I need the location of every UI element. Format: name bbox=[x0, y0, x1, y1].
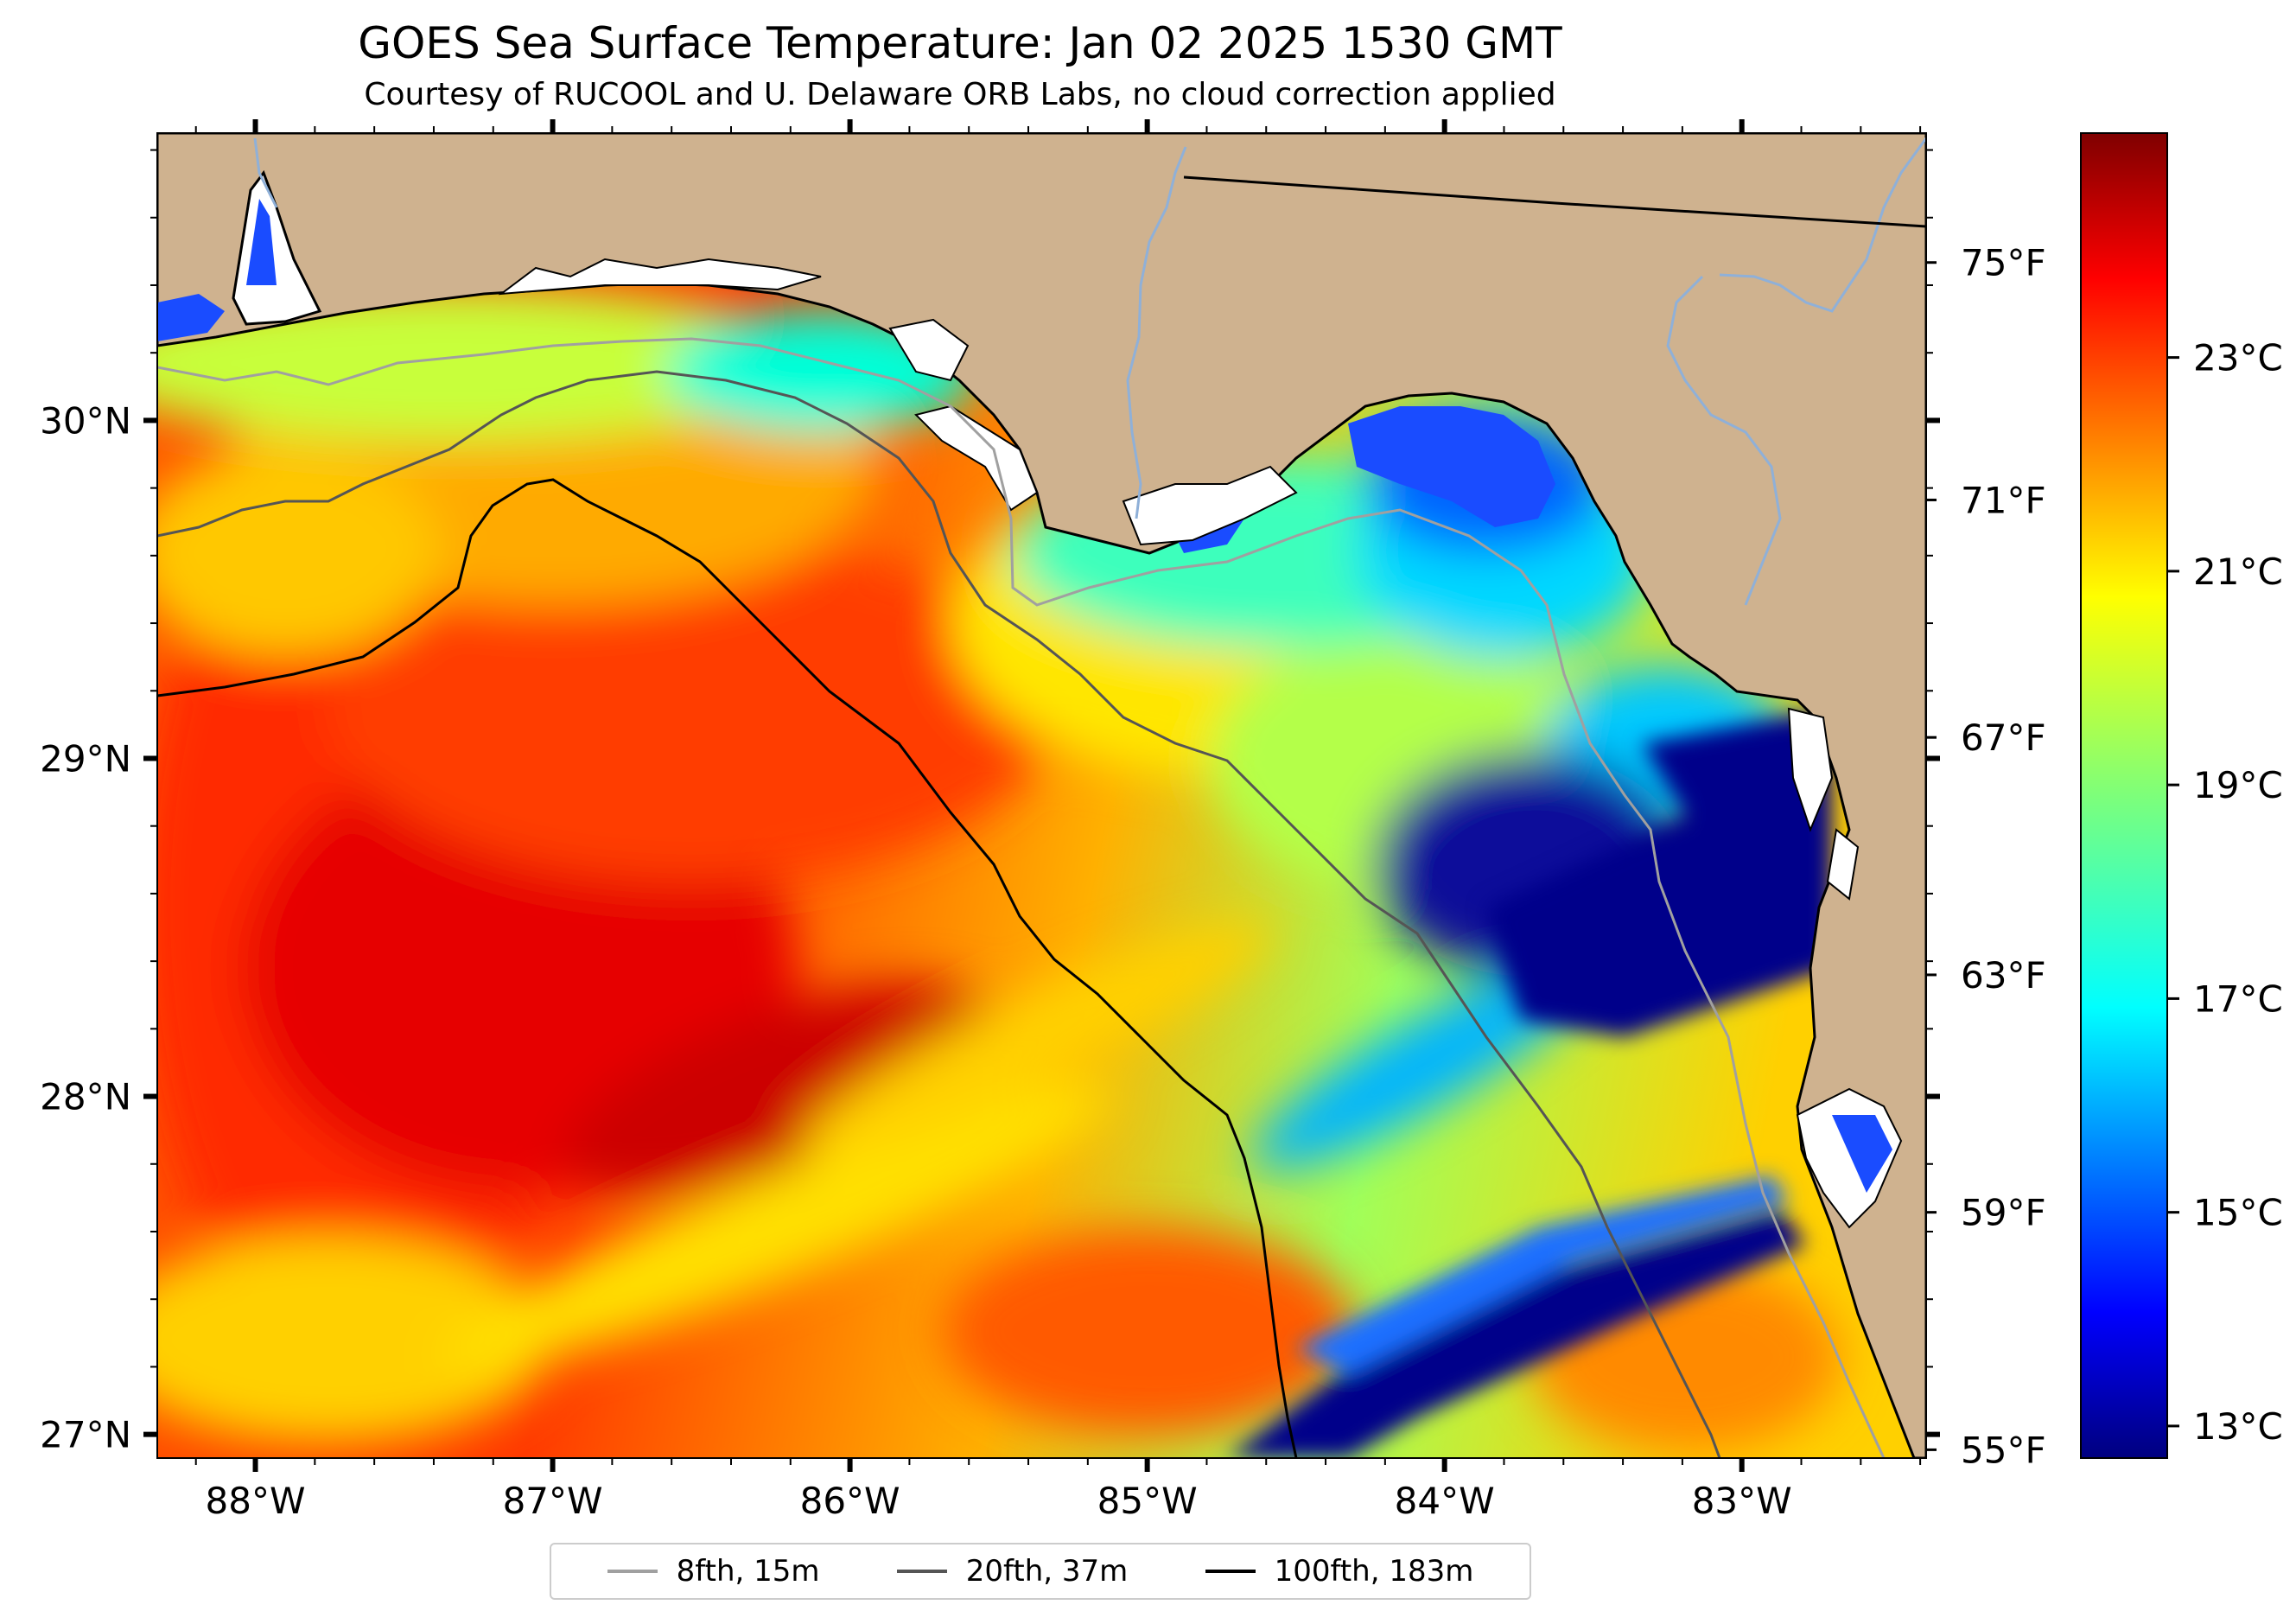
legend-label-20fth: 20fth, 37m bbox=[965, 1554, 1129, 1589]
fahrenheit-axis: 75°F 71°F 67°F 63°F 59°F 55°F bbox=[1926, 242, 2046, 1471]
fahrenheit-tick-label: 63°F bbox=[1961, 954, 2046, 997]
legend-item-100fth: 100fth, 183m bbox=[1205, 1554, 1474, 1589]
isobath-8fth bbox=[157, 337, 1886, 1458]
fahrenheit-tick-label: 59°F bbox=[1961, 1192, 2046, 1234]
fahrenheit-tick-label: 71°F bbox=[1961, 479, 2046, 521]
isobath-100fth bbox=[157, 478, 1298, 1458]
fahrenheit-tick-label: 75°F bbox=[1961, 242, 2046, 284]
legend-label-8fth: 8fth, 15m bbox=[676, 1554, 820, 1589]
minor-ticks bbox=[150, 126, 1933, 1465]
colorbar-tick-label: 17°C bbox=[2193, 978, 2283, 1020]
legend-swatch-100fth bbox=[1205, 1570, 1256, 1573]
legend-item-8fth: 8fth, 15m bbox=[607, 1554, 820, 1589]
legend-swatch-20fth bbox=[896, 1570, 947, 1573]
colorbar-tick-label: 19°C bbox=[2193, 764, 2283, 806]
map-area[interactable] bbox=[86, 133, 1926, 1458]
lon-tick-label: 86°W bbox=[800, 1480, 900, 1522]
colorbar-tick-label: 15°C bbox=[2193, 1192, 2283, 1234]
lat-tick-label: 30°N bbox=[40, 399, 131, 442]
sst-cold-bands bbox=[1227, 709, 1832, 1458]
legend-swatch-8fth bbox=[607, 1570, 658, 1573]
lon-tick-label: 87°W bbox=[503, 1480, 603, 1522]
fahrenheit-tick-label: 67°F bbox=[1961, 716, 2046, 759]
colorbar-tick-label: 13°C bbox=[2193, 1405, 2283, 1448]
colorbar bbox=[2080, 132, 2168, 1459]
lon-tick-label: 84°W bbox=[1395, 1480, 1495, 1522]
map-frame bbox=[156, 132, 1927, 1459]
sst-field bbox=[157, 285, 1841, 1452]
fahrenheit-tick-label: 55°F bbox=[1961, 1429, 2046, 1471]
colorbar-axis: 23°C 21°C 19°C 17°C 15°C 13°C bbox=[2167, 337, 2283, 1448]
chart-title: GOES Sea Surface Temperature: Jan 02 202… bbox=[358, 18, 1562, 68]
chart-subtitle: Courtesy of RUCOOL and U. Delaware ORB L… bbox=[364, 77, 1556, 112]
lon-tick-label: 88°W bbox=[206, 1480, 306, 1522]
longitude-axis: 88°W 87°W 86°W 85°W 84°W 83°W bbox=[206, 119, 1792, 1522]
lon-tick-label: 85°W bbox=[1097, 1480, 1198, 1522]
isobath-20fth bbox=[157, 370, 1721, 1458]
colorbar-tick-label: 21°C bbox=[2193, 551, 2283, 593]
lat-tick-label: 29°N bbox=[40, 737, 131, 780]
rivers bbox=[253, 137, 1926, 606]
lat-tick-label: 27°N bbox=[40, 1414, 131, 1456]
colorbar-tick-label: 23°C bbox=[2193, 337, 2283, 379]
state-border bbox=[1183, 175, 1926, 228]
lon-tick-label: 83°W bbox=[1692, 1480, 1792, 1522]
legend-item-20fth: 20fth, 37m bbox=[896, 1554, 1129, 1589]
legend-label-100fth: 100fth, 183m bbox=[1274, 1554, 1474, 1589]
lat-tick-label: 28°N bbox=[40, 1076, 131, 1118]
land bbox=[157, 133, 1926, 1458]
isobath-legend: 8fth, 15m 20fth, 37m 100fth, 183m bbox=[550, 1543, 1531, 1600]
